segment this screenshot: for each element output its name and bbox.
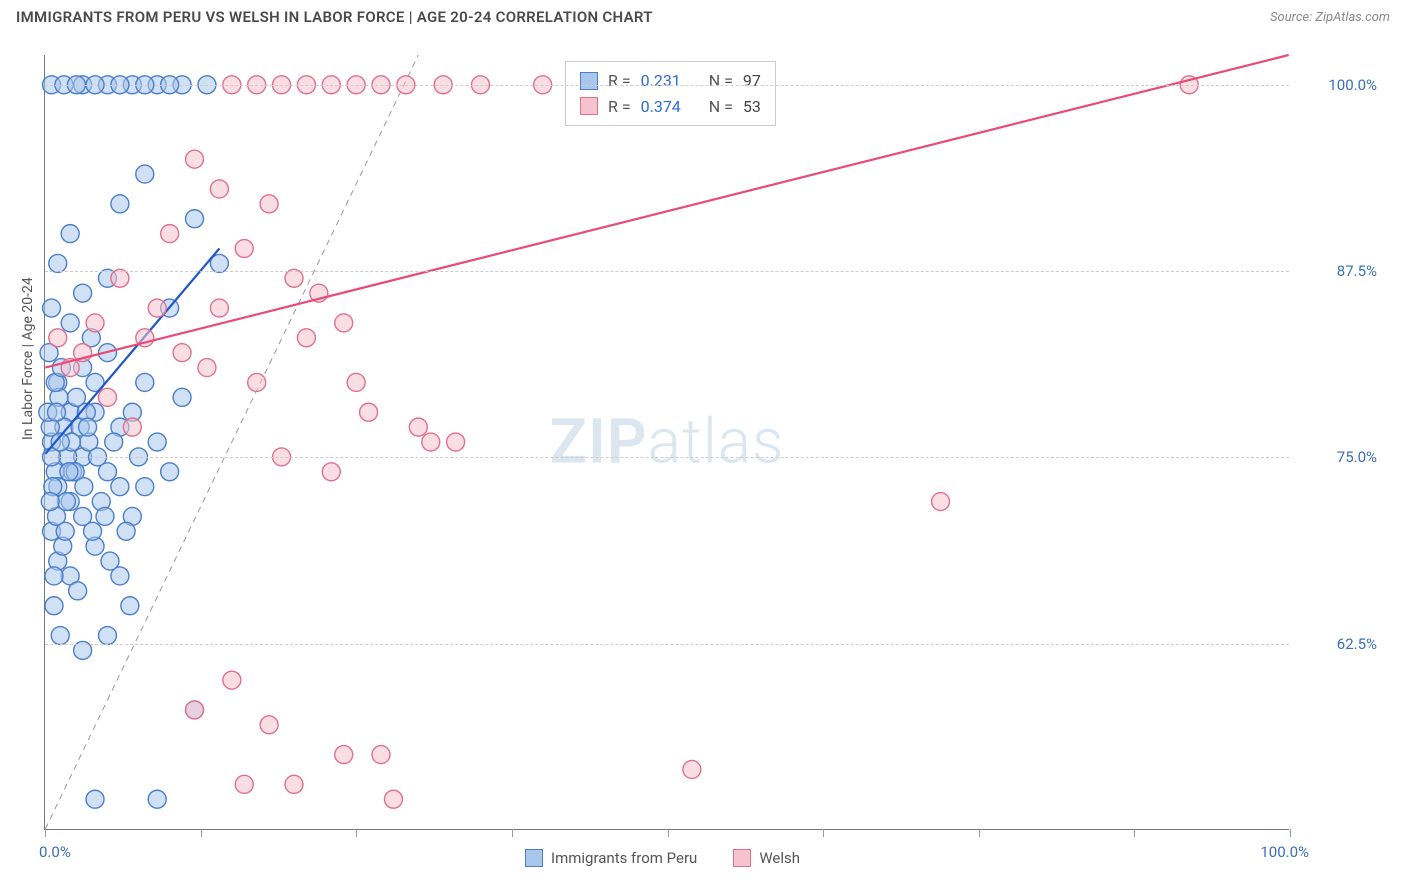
scatter-point-welsh — [297, 329, 315, 347]
scatter-point-peru — [41, 493, 59, 511]
scatter-point-welsh — [173, 344, 191, 362]
scatter-point-peru — [61, 225, 79, 243]
scatter-point-peru — [98, 627, 116, 645]
scatter-point-peru — [111, 195, 129, 213]
scatter-point-welsh — [322, 463, 340, 481]
scatter-point-peru — [148, 433, 166, 451]
scatter-point-peru — [101, 552, 119, 570]
scatter-point-welsh — [683, 760, 701, 778]
legend-label: Welsh — [759, 849, 800, 867]
chart-plot-area: ZIPatlas R = 0.231 N = 97 R = 0.374 N = … — [44, 55, 1289, 830]
source-attribution: Source: ZipAtlas.com — [1270, 10, 1390, 25]
scatter-point-welsh — [49, 329, 67, 347]
scatter-point-welsh — [285, 775, 303, 793]
scatter-point-welsh — [86, 314, 104, 332]
x-axis-max-label: 100.0% — [1260, 843, 1309, 861]
scatter-point-peru — [96, 507, 114, 525]
scatter-point-peru — [49, 254, 67, 272]
legend-swatch-welsh — [733, 849, 751, 867]
scatter-point-welsh — [198, 359, 216, 377]
scatter-point-peru — [45, 597, 63, 615]
scatter-point-peru — [69, 582, 87, 600]
scatter-point-peru — [186, 210, 204, 228]
scatter-plot-svg — [45, 55, 1289, 829]
legend-swatch-peru — [525, 849, 543, 867]
scatter-point-peru — [86, 790, 104, 808]
scatter-point-welsh — [260, 716, 278, 734]
x-axis-min-label: 0.0% — [39, 843, 71, 861]
scatter-point-welsh — [347, 373, 365, 391]
scatter-point-welsh — [98, 388, 116, 406]
scatter-point-welsh — [186, 150, 204, 168]
scatter-point-peru — [84, 522, 102, 540]
scatter-point-welsh — [932, 493, 950, 511]
scatter-point-peru — [136, 373, 154, 391]
series-legend: Immigrants from Peru Welsh — [525, 849, 800, 867]
y-tick-label: 100.0% — [1297, 76, 1377, 94]
scatter-point-peru — [136, 165, 154, 183]
scatter-point-peru — [161, 463, 179, 481]
y-axis-label: In Labor Force | Age 20-24 — [20, 277, 36, 440]
scatter-point-peru — [111, 478, 129, 496]
scatter-point-peru — [75, 478, 93, 496]
scatter-point-peru — [61, 314, 79, 332]
scatter-point-welsh — [148, 299, 166, 317]
chart-title: IMMIGRANTS FROM PERU VS WELSH IN LABOR F… — [16, 8, 653, 26]
y-tick-label: 87.5% — [1297, 262, 1377, 280]
scatter-point-peru — [148, 790, 166, 808]
scatter-point-peru — [60, 463, 78, 481]
scatter-point-peru — [51, 627, 69, 645]
scatter-point-welsh — [360, 403, 378, 421]
scatter-point-welsh — [235, 775, 253, 793]
scatter-point-peru — [48, 403, 66, 421]
scatter-point-welsh — [260, 195, 278, 213]
scatter-point-welsh — [384, 790, 402, 808]
scatter-point-peru — [117, 522, 135, 540]
scatter-point-welsh — [235, 240, 253, 258]
scatter-point-welsh — [161, 225, 179, 243]
scatter-point-welsh — [223, 671, 241, 689]
scatter-point-peru — [121, 597, 139, 615]
scatter-point-welsh — [248, 373, 266, 391]
scatter-point-peru — [57, 493, 75, 511]
scatter-point-peru — [105, 433, 123, 451]
legend-label: Immigrants from Peru — [551, 849, 697, 867]
scatter-point-welsh — [123, 418, 141, 436]
scatter-point-welsh — [210, 180, 228, 198]
scatter-point-welsh — [210, 299, 228, 317]
legend-swatch-peru — [580, 72, 598, 90]
y-tick-label: 62.5% — [1297, 635, 1377, 653]
scatter-point-peru — [173, 388, 191, 406]
scatter-point-welsh — [186, 701, 204, 719]
legend-swatch-welsh — [580, 97, 598, 115]
scatter-point-welsh — [409, 418, 427, 436]
scatter-point-peru — [43, 299, 61, 317]
scatter-point-peru — [56, 522, 74, 540]
scatter-point-welsh — [447, 433, 465, 451]
y-tick-label: 75.0% — [1297, 448, 1377, 466]
scatter-point-welsh — [335, 314, 353, 332]
scatter-point-welsh — [422, 433, 440, 451]
scatter-point-welsh — [335, 746, 353, 764]
scatter-point-peru — [45, 567, 63, 585]
correlation-legend: R = 0.231 N = 97 R = 0.374 N = 53 — [565, 61, 776, 126]
scatter-point-peru — [136, 478, 154, 496]
scatter-point-welsh — [372, 746, 390, 764]
scatter-point-peru — [74, 284, 92, 302]
scatter-point-peru — [79, 418, 97, 436]
